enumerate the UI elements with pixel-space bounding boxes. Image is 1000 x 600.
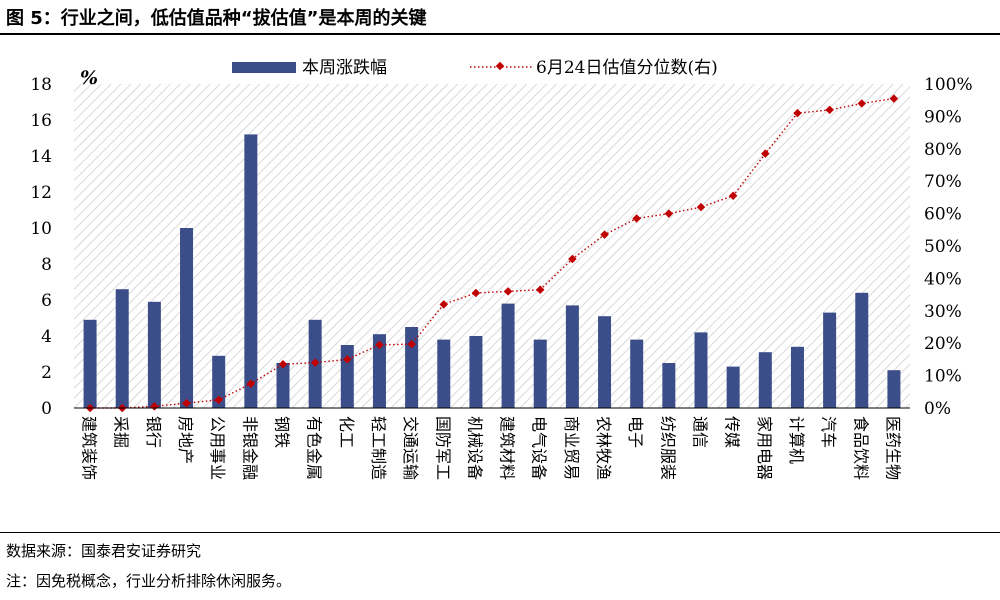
footer-rule [0,532,1000,533]
x-tick-label-6: 非银金融 [240,416,259,480]
y-right-tick-100: 100% [924,75,973,95]
title-rule [0,33,1000,35]
x-tick-label-24: 汽车 [819,416,838,448]
x-tick-label-17: 农林牧渔 [594,416,613,480]
y-right-tick-40: 40% [924,269,962,289]
line-marker-3 [150,402,159,411]
x-tick-label-9: 化工 [337,416,356,448]
legend: 本周涨跌幅 6月24日估值分位数(右) [232,58,718,78]
legend-bar-label: 本周涨跌幅 [302,58,387,78]
x-tick-label-26: 医药生物 [883,416,902,480]
valuation-percentile-line [90,97,895,409]
x-tick-label-2: 采掘 [112,416,131,448]
footnote: 注：因免税概念，行业分析排除休闲服务。 [6,572,292,590]
y-right-tick-10: 10% [924,367,962,387]
bar-26 [887,370,901,408]
bar-13 [469,336,483,408]
x-tick-label-25: 食品饮料 [851,416,870,480]
y-right-tick-20: 20% [924,334,962,354]
bar-1 [83,319,97,408]
line-marker-11 [407,339,416,349]
bar-11 [405,327,419,408]
x-tick-label-21: 传媒 [723,416,742,448]
x-tick-label-14: 建筑材料 [498,416,517,480]
bar-10 [372,334,386,408]
bar-4 [180,228,194,408]
legend-line-label: 6月24日估值分位数(右) [536,58,718,78]
x-tick-label-4: 房地产 [176,416,195,464]
bar-12 [437,339,451,408]
legend-line-marker [495,61,505,71]
y-left-tick-6: 6 [41,291,52,311]
bar-3 [147,301,161,408]
x-tick-label-7: 钢铁 [273,416,292,448]
bar-5 [212,355,226,408]
bar-21 [726,366,740,408]
bar-9 [340,345,354,408]
x-tick-label-8: 有色金属 [305,416,324,480]
y-left-tick-18: 18 [30,75,52,95]
x-tick-label-12: 国防军工 [433,416,452,480]
line-marker-4 [182,398,191,408]
x-tick-label-20: 通信 [691,416,710,448]
y-left-tick-14: 14 [30,147,52,167]
line-marker-9 [343,355,352,364]
x-tick-label-10: 轻工制造 [369,416,388,480]
y-right-tick-90: 90% [924,107,962,127]
y-right-tick-0: 0% [924,399,951,419]
y-right-tick-30: 30% [924,302,962,322]
x-tick-label-13: 机械设备 [465,416,484,480]
y-left-tick-8: 8 [41,255,52,275]
bar-22 [758,352,772,408]
y-right-tick-70: 70% [924,172,962,192]
y-left-tick-2: 2 [41,363,52,383]
bar-19 [662,363,676,408]
x-tick-label-1: 建筑装饰 [80,416,99,480]
bar-6 [244,134,258,408]
y-left-tick-12: 12 [30,183,52,203]
line-marker-8 [310,358,320,367]
x-tick-label-19: 纺织服装 [658,416,677,480]
x-tick-label-11: 交通运输 [401,416,420,480]
bar-25 [855,292,869,408]
figure-title: 图 5：行业之间，低估值品种“拔估值”是本周的关键 [6,8,427,29]
bar-7 [276,363,290,408]
plot-background [74,84,910,408]
legend-bar-swatch [232,62,296,73]
data-source: 数据来源：国泰君安证券研究 [6,542,202,560]
bar-16 [565,305,579,408]
y-right-tick-60: 60% [924,205,962,225]
line-marker-14 [503,287,513,296]
line-marker-10 [375,340,384,350]
y-left-tick-0: 0 [41,399,52,419]
chart: 0 2 4 6 8 10 12 14 16 18 0% 10% 20% 30% 40% 50% 60% 70% 8… [30,58,973,480]
y-left-tick-16: 16 [30,111,52,131]
bar-17 [598,316,612,408]
line-marker-5 [214,395,223,405]
bar-15 [533,339,547,408]
bar-23 [790,346,804,408]
x-tick-label-23: 计算机 [787,416,806,464]
y-left-tick-4: 4 [41,327,52,347]
bar-2 [115,289,129,408]
line-marker-7 [278,360,288,369]
x-tick-label-16: 商业贸易 [562,416,581,480]
y-right-tick-80: 80% [924,140,962,160]
x-tick-label-22: 家用电器 [755,416,774,480]
x-tick-label-5: 公用事业 [208,416,227,480]
x-tick-label-3: 银行 [144,416,163,448]
y-left-tick-10: 10 [30,219,52,239]
bar-24 [823,312,837,408]
x-tick-label-15: 电气设备 [530,416,549,480]
x-tick-label-18: 电子 [626,416,645,448]
bar-20 [694,332,708,408]
line-marker-6 [246,379,256,388]
bar-18 [630,339,644,408]
line-marker-12 [439,300,449,309]
bar-14 [501,303,515,408]
y-right-tick-50: 50% [924,237,962,257]
y-left-unit: % [80,67,98,89]
